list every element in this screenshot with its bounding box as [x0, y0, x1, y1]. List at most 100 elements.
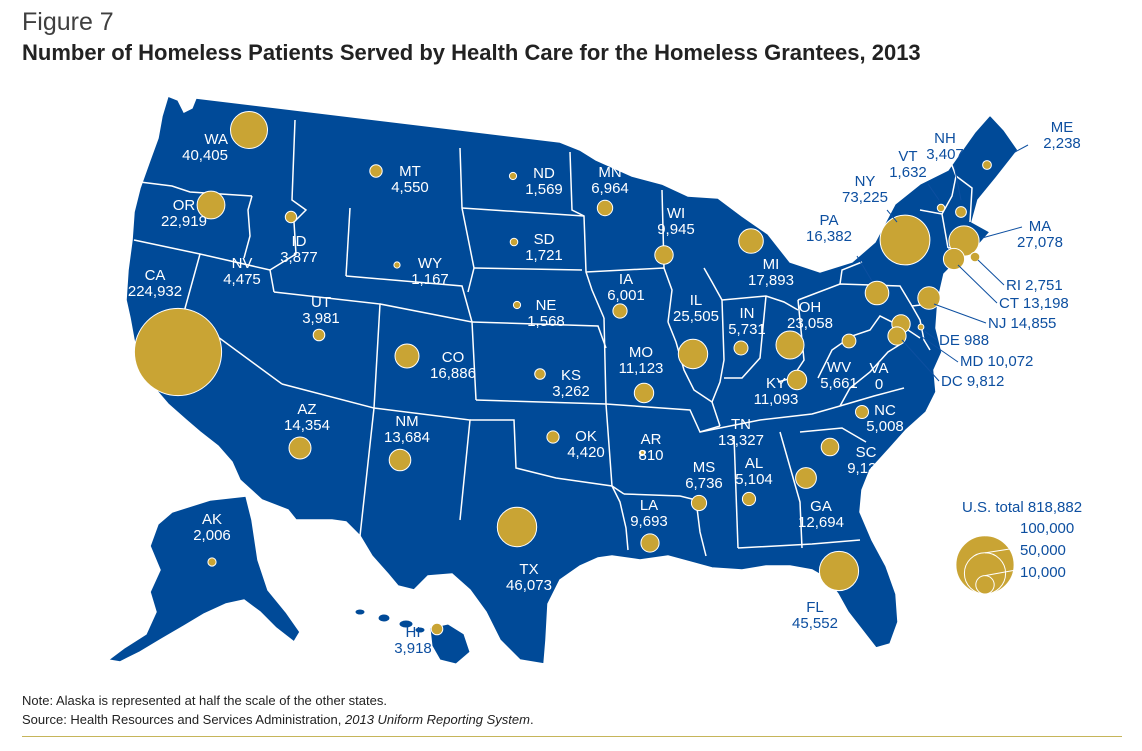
- label-ut: UT 3,981: [302, 294, 340, 327]
- bubble-wi: [654, 245, 674, 265]
- state-code-tn: TN: [731, 416, 751, 433]
- state-code-wi: WI: [667, 205, 685, 222]
- state-value-ga: 12,694: [798, 514, 844, 531]
- state-value-tx: 46,073: [506, 577, 552, 594]
- source-prefix: Source: Health Resources and Services Ad…: [22, 712, 345, 727]
- label-md: MD 10,072: [960, 353, 1033, 370]
- state-code-co: CO: [442, 349, 465, 366]
- state-value-me: 2,238: [1043, 135, 1081, 152]
- bubble-sc: [820, 437, 840, 457]
- state-value-mn: 6,964: [591, 180, 629, 197]
- source-note: Source: Health Resources and Services Ad…: [22, 712, 534, 727]
- legend-labels: 100,000 50,000 10,000: [1020, 520, 1074, 581]
- bubble-wy: [393, 261, 401, 269]
- state-value-wa: 40,405: [182, 147, 228, 164]
- label-ar: AR 810: [638, 431, 663, 464]
- bubble-wv: [841, 333, 857, 349]
- label-dc: DC 9,812: [941, 373, 1004, 390]
- state-value-nv: 4,475: [223, 271, 261, 288]
- label-wy: WY 1,167: [411, 255, 449, 288]
- label-co: CO 16,886: [430, 349, 476, 382]
- label-wa: WA 40,405: [182, 131, 228, 164]
- bubble-ca: [133, 307, 223, 397]
- bubble-nc: [855, 405, 869, 419]
- bubble-nm: [388, 448, 412, 472]
- alaska-shape: [106, 495, 301, 663]
- bubble-ks: [534, 368, 546, 380]
- bubble-or: [196, 190, 226, 220]
- state-value-ca: 224,932: [128, 283, 182, 300]
- state-value-wi: 9,945: [657, 221, 695, 238]
- state-value-wv: 5,661: [820, 375, 858, 392]
- state-value-mi: 17,893: [748, 272, 794, 289]
- state-code-ny: NY: [855, 173, 876, 190]
- label-ks: KS 3,262: [552, 367, 590, 400]
- label-mt: MT 4,550: [391, 163, 429, 196]
- state-code-nd: ND: [533, 165, 555, 182]
- state-code-vt: VT: [898, 148, 917, 165]
- label-ms: MS 6,736: [685, 459, 723, 492]
- legend-label-10000: 10,000: [1020, 564, 1066, 581]
- state-code-ne: NE: [536, 297, 557, 314]
- state-code-fl: FL: [806, 599, 824, 616]
- bubble-co: [394, 343, 420, 369]
- state-code-az: AZ: [297, 401, 316, 418]
- label-in: IN 5,731: [728, 305, 766, 338]
- legend-circle-10000: [975, 575, 995, 595]
- note-alaska-scale: Note: Alaska is represented at half the …: [22, 693, 387, 708]
- label-ia: IA 6,001: [607, 271, 645, 304]
- state-value-fl: 45,552: [792, 615, 838, 632]
- state-value-ny: 73,225: [842, 189, 888, 206]
- state-code-ks: KS: [561, 367, 581, 384]
- bubble-de: [917, 323, 925, 331]
- state-code-hi: HI: [406, 624, 421, 641]
- label-me: ME 2,238: [1043, 119, 1081, 152]
- bubble-hi: [430, 622, 444, 636]
- leader-ma: [981, 226, 1023, 239]
- bubble-ne: [512, 300, 522, 310]
- label-vt: VT 1,632: [889, 148, 927, 181]
- state-code-sc: SC: [856, 444, 877, 461]
- leader-nh: [953, 164, 962, 201]
- state-value-in: 5,731: [728, 321, 766, 338]
- state-code-ut: UT: [311, 294, 331, 311]
- bubble-ak: [207, 557, 217, 567]
- bubble-la: [640, 533, 660, 553]
- state-value-oh: 23,058: [787, 315, 833, 332]
- state-code-tx: TX: [519, 561, 538, 578]
- state-value-nm: 13,684: [384, 429, 430, 446]
- leader-de: [922, 329, 938, 341]
- label-sc: SC 9,130: [847, 444, 885, 477]
- label-ak: AK 2,006: [193, 511, 231, 544]
- state-value-nh: 3,407: [926, 146, 964, 163]
- state-value-ky: 11,093: [754, 391, 799, 408]
- leader-lines: [856, 144, 1029, 382]
- legend-label-50000: 50,000: [1020, 542, 1066, 559]
- state-value-id: 3,877: [280, 249, 318, 266]
- label-mn: MN 6,964: [591, 164, 629, 197]
- state-code-nh: NH: [934, 130, 956, 147]
- label-va: VA 0: [870, 360, 889, 393]
- label-ok: OK 4,420: [567, 428, 605, 461]
- legend-leader-100000: [984, 525, 1017, 537]
- state-value-ma: 27,078: [1017, 234, 1063, 251]
- label-ga: GA 12,694: [798, 498, 844, 531]
- state-code-ms: MS: [693, 459, 716, 476]
- bubble-mi: [738, 228, 764, 254]
- label-la: LA 9,693: [630, 497, 668, 530]
- bubble-layer: [133, 111, 992, 636]
- leader-pa: [856, 255, 873, 282]
- bubble-ri: [969, 251, 981, 263]
- label-ct: CT 13,198: [999, 295, 1069, 312]
- label-nc: NC 5,008: [866, 402, 904, 435]
- label-al: AL 5,104: [735, 455, 773, 488]
- state-value-ar: 810: [638, 447, 663, 464]
- label-ri: RI 2,751: [1006, 277, 1063, 294]
- label-id: ID 3,877: [280, 233, 318, 266]
- state-code-ky: KY: [766, 375, 786, 392]
- bubble-in: [733, 340, 749, 356]
- state-value-ne: 1,568: [527, 313, 565, 330]
- figure-title: Number of Homeless Patients Served by He…: [22, 40, 921, 65]
- state-code-mo: MO: [629, 344, 653, 361]
- label-ny: NY 73,225: [842, 173, 888, 206]
